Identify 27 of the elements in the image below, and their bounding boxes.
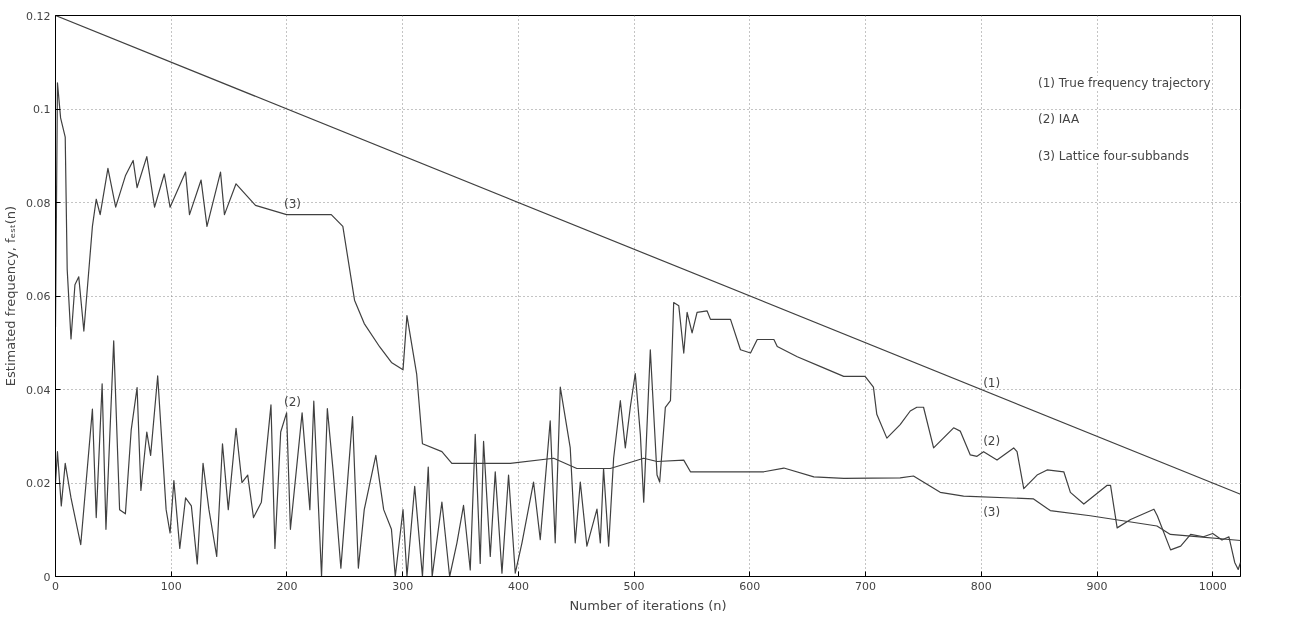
series-label: (2) <box>983 433 1001 448</box>
x-axis-title: Number of iterations (n) <box>569 597 727 613</box>
y-tick-label: 0.02 <box>26 477 51 490</box>
x-tick-label: 200 <box>276 579 298 593</box>
series-label: (1) <box>983 375 1001 390</box>
y-tick-label: 0.08 <box>26 196 51 210</box>
series-label: (3) <box>284 196 301 211</box>
annotation: (1) True frequency trajectory <box>1037 75 1211 90</box>
x-tick-label: 1000 <box>1198 579 1227 593</box>
x-tick-label: 800 <box>970 579 992 593</box>
y-tick-label: 0.12 <box>26 9 51 23</box>
x-tick-label: 500 <box>623 579 645 593</box>
text: (2) <box>284 394 301 409</box>
x-tick-label: 900 <box>1086 579 1108 593</box>
x-tick-label: 100 <box>160 579 182 593</box>
y-tick-label: 0 <box>43 570 51 584</box>
y-axis-title: Estimated frequency, fₑₛₜ(n) <box>3 205 19 387</box>
y-tick-label: 0.1 <box>33 103 51 116</box>
annotation: (3) Lattice four-subbands <box>1037 148 1189 163</box>
x-tick-label: 600 <box>739 579 761 593</box>
x-tick-label: 300 <box>392 579 414 593</box>
y-tick-label: 0.04 <box>26 383 51 397</box>
annotation: (2) IAA <box>1037 112 1080 127</box>
text: (3) <box>983 505 1001 520</box>
x-tick-label: 400 <box>507 579 529 593</box>
y-tick-label: 0.06 <box>26 290 51 303</box>
x-tick-label: 700 <box>855 579 877 593</box>
